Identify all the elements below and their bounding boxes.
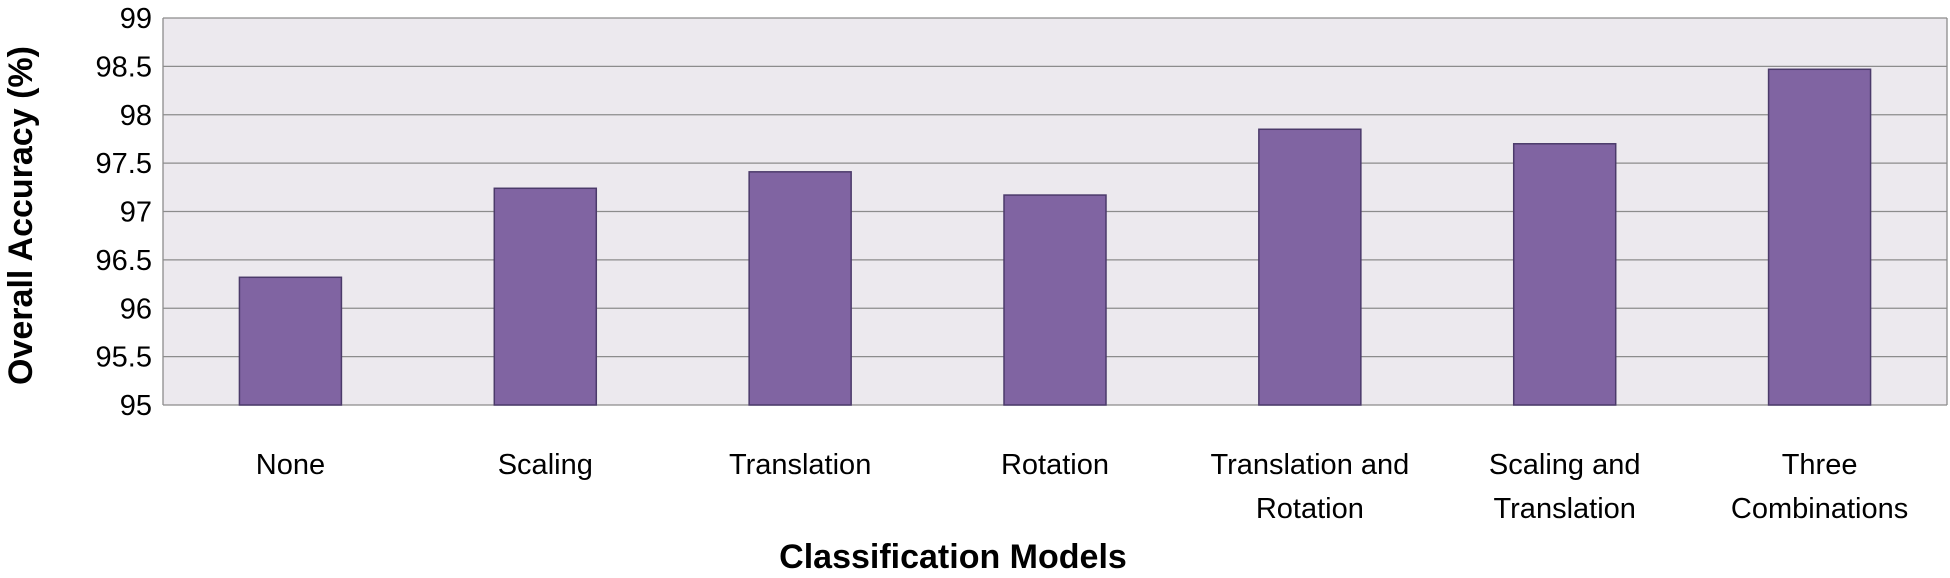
bar — [1258, 128, 1362, 406]
x-category-label: Combinations — [1731, 493, 1908, 525]
bars — [238, 68, 1872, 406]
bar — [1003, 194, 1107, 406]
y-tick-label: 99 — [120, 3, 152, 35]
bar — [238, 276, 343, 406]
x-axis-category-labels: None Scaling Translation Rotation Translatio… — [256, 449, 1908, 525]
x-category-label: Translation — [729, 449, 871, 481]
y-tick-label: 95 — [120, 390, 152, 422]
x-category-label: Translation and — [1210, 449, 1409, 481]
y-tick-label: 97 — [120, 197, 152, 229]
x-category-label: None — [256, 449, 325, 481]
x-category-label: Rotation — [1001, 449, 1109, 481]
x-category-label: Translation — [1494, 493, 1636, 525]
bar — [493, 187, 598, 406]
y-tick-label: 98.5 — [96, 51, 152, 83]
y-tick-label: 96.5 — [96, 245, 152, 277]
x-category-label: Rotation — [1256, 493, 1364, 525]
x-axis-title: Classification Models — [779, 538, 1127, 576]
bar — [1512, 143, 1617, 406]
y-tick-label: 96 — [120, 293, 152, 325]
bar — [1767, 68, 1872, 406]
y-tick-label: 98 — [120, 100, 152, 132]
x-category-label: Scaling and — [1489, 449, 1641, 481]
y-axis-title: Overall Accuracy (%) — [2, 46, 40, 385]
x-category-label: Scaling — [498, 449, 593, 481]
x-category-label: Three — [1782, 449, 1858, 481]
y-tick-label: 95.5 — [96, 342, 152, 374]
y-tick-label: 97.5 — [96, 148, 152, 180]
bar — [748, 171, 852, 406]
y-axis-tick-labels: 95 95.5 96 96.5 97 97.5 98 98.5 99 — [96, 3, 152, 422]
